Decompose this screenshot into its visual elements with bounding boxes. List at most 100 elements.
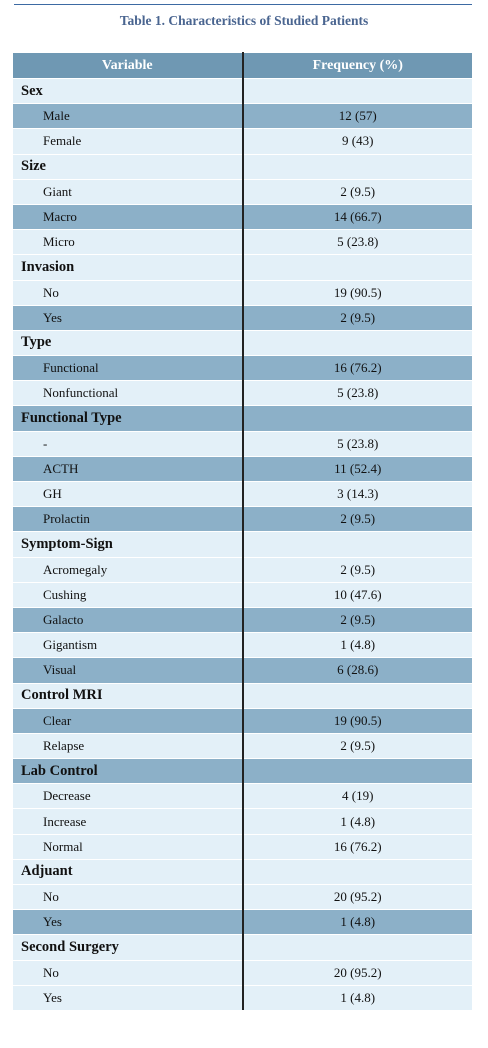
variable-label: Galacto: [13, 606, 243, 633]
variable-label: Female: [13, 128, 243, 155]
frequency-cell: 20 (95.2): [241, 883, 472, 910]
frequency-cell: 2 (9.5): [241, 304, 472, 331]
frequency-cell: 2 (9.5): [241, 606, 472, 633]
table-row: Size: [13, 153, 472, 180]
table-row: Yes 2 (9.5): [13, 304, 472, 331]
table-row: GH 3 (14.3): [13, 480, 472, 507]
frequency-cell: 2 (9.5): [241, 556, 472, 583]
table-title: Table 1. Characteristics of Studied Pati…: [119, 13, 369, 28]
frequency-cell: [241, 758, 472, 784]
variable-label: Cushing: [13, 581, 243, 608]
table-row: Galacto 2 (9.5): [13, 606, 472, 633]
frequency-cell: 3 (14.3): [241, 480, 472, 507]
variable-label: -: [13, 430, 243, 457]
variable-label: No: [13, 959, 243, 986]
frequency-cell: 5 (23.8): [241, 430, 472, 457]
frequency-cell: 12 (57): [241, 103, 472, 129]
frequency-cell: 1 (4.8): [241, 909, 472, 935]
variable-label: Macro: [13, 203, 243, 230]
table-row: No 19 (90.5): [13, 279, 472, 306]
frequency-cell: [241, 858, 472, 885]
top-rule: [14, 4, 472, 5]
group-label: Functional Type: [13, 405, 243, 432]
table-row: -5 (23.8): [13, 430, 472, 457]
table-row: Macro 14 (66.7): [13, 203, 472, 230]
variable-label: Yes: [13, 304, 243, 331]
frequency-cell: 19 (90.5): [241, 279, 472, 306]
group-label: Control MRI: [13, 682, 243, 709]
table-row: Giant 2 (9.5): [13, 178, 472, 205]
table-row: ACTH 11 (52.4): [13, 455, 472, 482]
frequency-cell: 4 (19): [241, 783, 472, 809]
variable-label: Nonfunctional: [13, 380, 243, 406]
table-row: Nonfunctional 5 (23.8): [13, 380, 472, 406]
variable-label: Functional: [13, 355, 243, 381]
group-label: Type: [13, 329, 243, 356]
variable-label: Acromegaly: [13, 556, 243, 583]
table-row: Symptom-Sign: [13, 531, 472, 558]
variable-label: Prolactin: [13, 506, 243, 532]
group-label: Adjuant: [13, 858, 243, 885]
frequency-cell: 2 (9.5): [241, 732, 472, 759]
header-cell: Variable: [13, 52, 243, 79]
table-row: Yes 1 (4.8): [13, 909, 472, 935]
table-row: No 20 (95.2): [13, 959, 472, 986]
table-row: Lab Control: [13, 758, 472, 784]
frequency-cell: 16 (76.2): [241, 833, 472, 860]
frequency-cell: 1 (4.8): [241, 808, 472, 835]
variable-label: Yes: [13, 909, 243, 935]
table-row: Yes 1 (4.8): [13, 984, 472, 1010]
frequency-cell: [241, 682, 472, 709]
table-row: Prolactin 2 (9.5): [13, 506, 472, 532]
table: Variable Frequency (%) Sex Male 12 (57) Fem…: [13, 52, 472, 1010]
table-row: Cushing 10 (47.6): [13, 581, 472, 608]
frequency-cell: [241, 77, 472, 104]
group-label: Second Surgery: [13, 934, 243, 961]
table-row: Control MRI: [13, 682, 472, 709]
table-row: Acromegaly 2 (9.5): [13, 556, 472, 583]
variable-label: Clear: [13, 707, 243, 734]
group-label: Sex: [13, 77, 243, 104]
table-row: Female 9 (43): [13, 128, 472, 155]
variable-label: Normal: [13, 833, 243, 860]
table-row: Functional 16 (76.2): [13, 355, 472, 381]
table-row: Invasion: [13, 254, 472, 280]
table-row: Visual 6 (28.6): [13, 657, 472, 683]
frequency-cell: 5 (23.8): [241, 380, 472, 406]
table-row: Type: [13, 329, 472, 356]
table-row: Increase 1 (4.8): [13, 808, 472, 835]
variable-label: Male: [13, 103, 243, 129]
table-row: Male 12 (57): [13, 103, 472, 129]
frequency-cell: [241, 153, 472, 180]
table-row: Clear 19 (90.5): [13, 707, 472, 734]
frequency-cell: 1 (4.8): [241, 632, 472, 658]
frequency-cell: 11 (52.4): [241, 455, 472, 482]
table-row: Decrease 4 (19): [13, 783, 472, 809]
variable-label: Decrease: [13, 783, 243, 809]
frequency-cell: [241, 329, 472, 356]
variable-label: ACTH: [13, 455, 243, 482]
table-row: Relapse 2 (9.5): [13, 732, 472, 759]
table-row: Sex: [13, 77, 472, 104]
frequency-cell: [241, 531, 472, 558]
group-label: Invasion: [13, 254, 243, 280]
table-row: Micro 5 (23.8): [13, 229, 472, 255]
frequency-cell: 19 (90.5): [241, 707, 472, 734]
group-label: Lab Control: [13, 758, 243, 784]
frequency-cell: 10 (47.6): [241, 581, 472, 608]
frequency-cell: 2 (9.5): [241, 178, 472, 205]
frequency-cell: 20 (95.2): [241, 959, 472, 986]
header-cell: Frequency (%): [241, 52, 472, 79]
variable-label: Gigantism: [13, 632, 243, 658]
frequency-cell: 9 (43): [241, 128, 472, 155]
variable-label: Visual: [13, 657, 243, 683]
variable-label: No: [13, 279, 243, 306]
frequency-cell: [241, 254, 472, 280]
frequency-cell: [241, 405, 472, 432]
frequency-cell: 16 (76.2): [241, 355, 472, 381]
table-row: Gigantism 1 (4.8): [13, 632, 472, 658]
frequency-cell: 5 (23.8): [241, 229, 472, 255]
frequency-cell: [241, 934, 472, 961]
table-row: Adjuant: [13, 858, 472, 885]
